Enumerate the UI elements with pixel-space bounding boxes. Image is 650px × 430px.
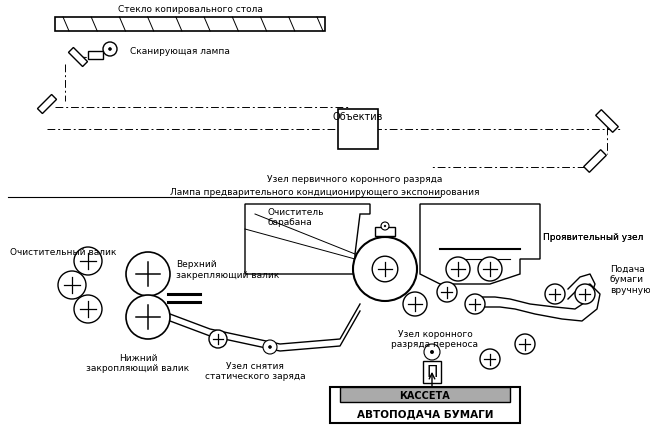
Circle shape	[424, 344, 440, 360]
Circle shape	[372, 257, 398, 282]
Bar	[88, 52, 103, 60]
Bar	[330, 387, 520, 423]
Text: Объектив: Объектив	[333, 112, 384, 122]
Text: Лампа предварительного кондиционирующего экспонирования: Лампа предварительного кондиционирующего…	[170, 187, 480, 197]
Text: Проявительный узел: Проявительный узел	[543, 232, 644, 241]
Text: Узел коронного
разряда переноса: Узел коронного разряда переноса	[391, 329, 478, 349]
Bar	[68, 48, 88, 68]
Circle shape	[437, 283, 457, 302]
Circle shape	[465, 294, 485, 314]
Circle shape	[430, 350, 434, 354]
Bar	[55, 18, 325, 32]
Text: Подача
бумаги
вручную: Подача бумаги вручную	[610, 264, 650, 294]
Circle shape	[126, 295, 170, 339]
Circle shape	[268, 346, 272, 349]
Bar	[340, 387, 510, 402]
Bar	[38, 95, 57, 114]
Circle shape	[515, 334, 535, 354]
Circle shape	[575, 284, 595, 304]
Text: АВТОПОДАЧА БУМАГИ: АВТОПОДАЧА БУМАГИ	[357, 408, 493, 418]
Circle shape	[209, 330, 227, 348]
Text: Верхний
закрепляющий валик: Верхний закрепляющий валик	[176, 260, 280, 279]
Text: КАССЕТА: КАССЕТА	[400, 390, 450, 401]
Circle shape	[109, 49, 111, 51]
Circle shape	[126, 252, 170, 296]
Circle shape	[74, 295, 102, 323]
Circle shape	[545, 284, 565, 304]
Circle shape	[58, 271, 86, 299]
Text: Проявительный узел: Проявительный узел	[543, 232, 644, 241]
Circle shape	[381, 222, 389, 230]
Text: Сканирующая лампа: Сканирующая лампа	[130, 47, 230, 56]
Bar	[338, 110, 378, 150]
Circle shape	[263, 340, 277, 354]
Polygon shape	[245, 205, 370, 274]
Text: П: П	[426, 365, 437, 380]
Text: Нижний
закропляющий валик: Нижний закропляющий валик	[86, 353, 190, 372]
Bar	[584, 150, 606, 173]
Circle shape	[480, 349, 500, 369]
Text: Очистительный валик: Очистительный валик	[10, 247, 116, 256]
Bar	[375, 227, 395, 236]
Text: Узел первичного коронного разряда: Узел первичного коронного разряда	[267, 175, 443, 184]
Circle shape	[103, 43, 117, 57]
Text: Очиститель
барабана: Очиститель барабана	[268, 208, 324, 227]
Circle shape	[353, 237, 417, 301]
Polygon shape	[420, 205, 540, 284]
Circle shape	[478, 258, 502, 281]
Circle shape	[74, 247, 102, 275]
Circle shape	[384, 226, 386, 227]
Circle shape	[403, 292, 427, 316]
Circle shape	[446, 258, 470, 281]
Text: Стекло копировального стола: Стекло копировального стола	[118, 5, 263, 14]
Text: Узел снятия
статического заряда: Узел снятия статического заряда	[205, 361, 306, 381]
Bar	[595, 111, 618, 133]
